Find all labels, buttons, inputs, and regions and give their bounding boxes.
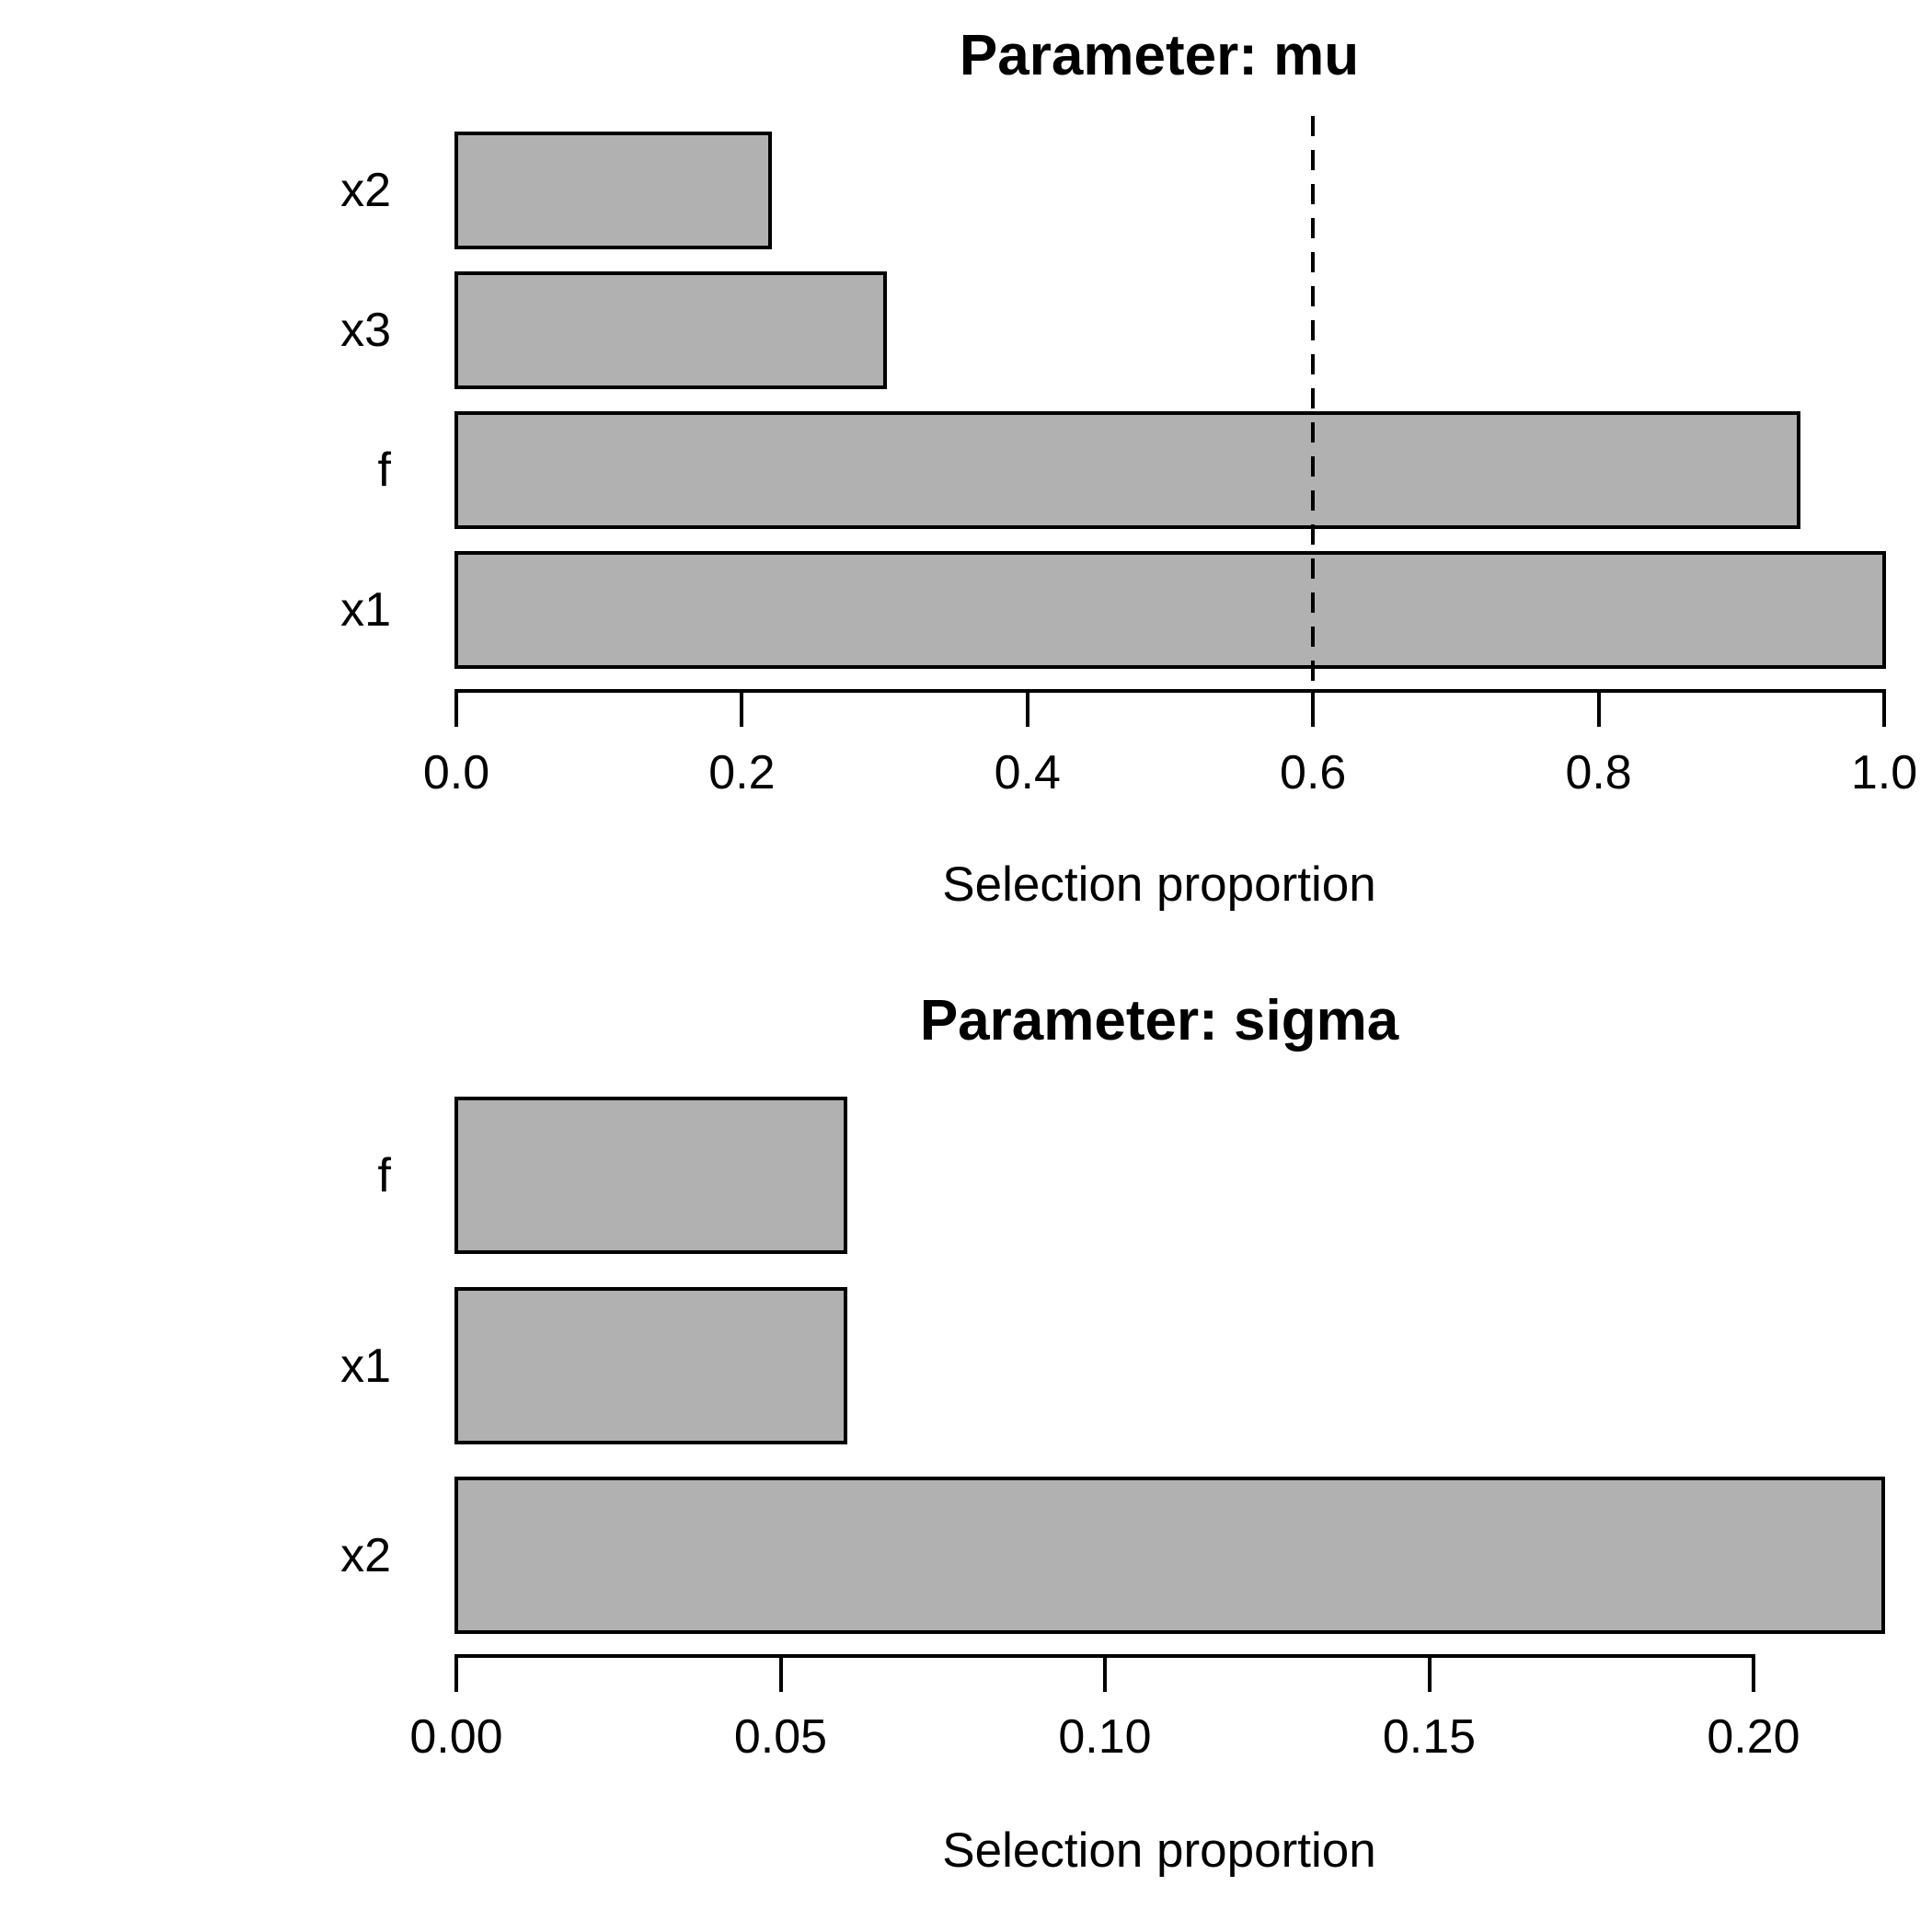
chart-title-mu: Parameter: mu (959, 24, 1360, 87)
chart-title-sigma: Parameter: sigma (919, 989, 1399, 1052)
x-axis-tick-label: 0.05 (733, 1710, 828, 1764)
category-label-x1: x1 (340, 1339, 391, 1393)
bar-mu-x1 (454, 551, 1886, 669)
x-axis-tick (1311, 689, 1316, 727)
x-axis-tick (740, 689, 744, 727)
bar-sigma-x2 (454, 1477, 1885, 1634)
x-axis-title-sigma: Selection proportion (942, 1823, 1376, 1878)
category-label-x2: x2 (340, 1528, 391, 1582)
x-axis-tick (778, 1654, 783, 1692)
bar-sigma-x1 (454, 1287, 847, 1444)
x-axis-line (454, 689, 1886, 693)
x-axis-tick-label: 0.2 (708, 746, 776, 799)
category-label-f: f (377, 443, 391, 497)
x-axis-tick (1427, 1654, 1432, 1692)
category-label-f: f (377, 1148, 391, 1202)
bar-mu-f (454, 411, 1800, 529)
x-axis-tick (1882, 689, 1886, 727)
x-axis-tick (1025, 689, 1029, 727)
x-axis-tick-label: 0.0 (422, 746, 490, 799)
x-axis-tick-label: 1.0 (1850, 746, 1918, 799)
x-axis-tick (1103, 1654, 1107, 1692)
x-axis-tick-label: 0.4 (994, 746, 1061, 799)
x-axis-tick-label: 0.20 (1707, 1710, 1800, 1764)
x-axis-tick (454, 1654, 458, 1692)
category-label-x3: x3 (340, 304, 391, 357)
bar-mu-x2 (454, 132, 772, 249)
x-axis-tick (1596, 689, 1601, 727)
bar-sigma-f (454, 1097, 847, 1254)
x-axis-tick-label: 0.8 (1565, 746, 1632, 799)
x-axis-tick-label: 0.15 (1382, 1710, 1477, 1764)
category-label-x2: x2 (340, 164, 391, 217)
x-axis-tick-label: 0.6 (1280, 746, 1347, 799)
x-axis-title-mu: Selection proportion (942, 857, 1376, 912)
x-axis-tick-label: 0.00 (409, 1710, 503, 1764)
threshold-reference-line (1311, 116, 1316, 693)
bar-mu-x3 (454, 271, 887, 389)
x-axis-tick (454, 689, 458, 727)
x-axis-tick-label: 0.10 (1058, 1710, 1152, 1764)
category-label-x1: x1 (340, 583, 391, 637)
x-axis-tick (1752, 1654, 1755, 1692)
